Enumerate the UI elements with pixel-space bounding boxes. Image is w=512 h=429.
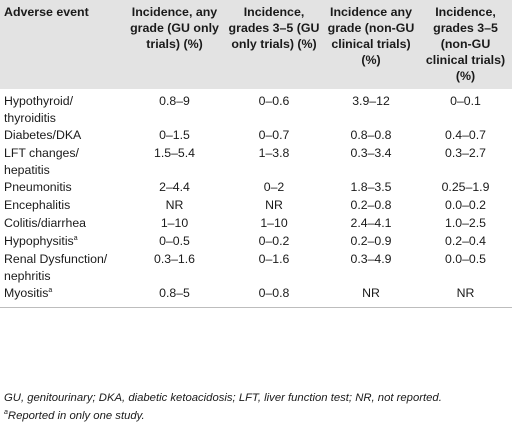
cell-adverse-event: Pneumonitis: [0, 179, 124, 197]
table-row: Myositisa 0.8–5 0–0.8 NR NR: [0, 285, 512, 308]
cell-c4: 0.2–0.4: [444, 234, 487, 248]
cell-c2: NR: [265, 198, 283, 212]
footnote-marker: a: [73, 234, 78, 242]
cell-adverse-event: Myositisa: [0, 285, 124, 308]
cell-c1: 0–0.5: [159, 234, 190, 248]
cell-c3: 0.3–3.4: [350, 146, 392, 160]
footnote-one-study-text: Reported in only one study.: [7, 410, 145, 422]
cell-c4: 0.4–0.7: [444, 128, 487, 142]
adverse-event-name: Renal Dysfunction/ nephritis: [4, 252, 108, 283]
cell-c3: 0.2–0.8: [350, 198, 392, 212]
cell-c2: 0–0.7: [258, 128, 290, 142]
cell-c1: 0–1.5: [159, 128, 190, 142]
table-row: Renal Dysfunction/ nephritis 0.3–1.6 0–1.6…: [0, 251, 512, 285]
table-row: Colitis/diarrhea 1–10 1–10 2.4–4.1 1.0–2.5: [0, 215, 512, 233]
header-row: Adverse event Incidence, any grade (GU o…: [0, 0, 512, 89]
cell-adverse-event: LFT changes/ hepatitis: [0, 145, 124, 179]
footnote-marker: a: [48, 286, 53, 294]
cell-c2: 0–0.2: [258, 234, 290, 248]
table-body: Hypothyroid/ thyroiditis 0.8–9 0–0.6 3.9–12…: [0, 89, 512, 308]
cell-c4: 0.0–0.5: [444, 252, 487, 266]
cell-c3: 3.9–12: [352, 94, 390, 108]
cell-c2: 1–3.8: [258, 146, 290, 160]
header-adverse-event: Adverse event: [4, 5, 89, 19]
adverse-event-table: Adverse event Incidence, any grade (GU o…: [0, 0, 512, 308]
cell-c4: 0.3–2.7: [444, 146, 487, 160]
cell-c4: 0.0–0.2: [444, 198, 487, 212]
cell-c3: 0.3–4.9: [350, 252, 392, 266]
cell-c2: 1–10: [260, 216, 288, 230]
cell-c3: 2.4–4.1: [350, 216, 392, 230]
adverse-event-name: LFT changes/ hepatitis: [4, 146, 79, 177]
adverse-event-name: Encephalitis: [4, 198, 71, 212]
footnote-one-study: aReported in only one study.: [4, 409, 145, 422]
adverse-event-name: Myositis: [4, 286, 49, 300]
cell-c2: 0–1.6: [258, 252, 290, 266]
cell-adverse-event: Encephalitis: [0, 197, 124, 215]
cell-c2: 0–2: [263, 180, 285, 194]
adverse-event-name: Diabetes/DKA: [4, 128, 82, 142]
header-gu-any-grade: Incidence, any grade (GU only trials) (%…: [130, 5, 219, 51]
cell-c2: 0–0.8: [225, 285, 323, 308]
footnote-marker: a: [4, 409, 8, 417]
cell-c1: 0.8–5: [124, 285, 225, 308]
table-row: Hypophysitisa 0–0.5 0–0.2 0.2–0.9 0.2–0.4: [0, 233, 512, 251]
adverse-event-name: Pneumonitis: [4, 180, 72, 194]
adverse-event-name: Hypophysitis: [4, 234, 74, 248]
cell-c1: 0.8–9: [159, 94, 190, 108]
cell-adverse-event: Colitis/diarrhea: [0, 215, 124, 233]
footnote-abbreviations: GU, genitourinary; DKA, diabetic ketoaci…: [4, 392, 442, 404]
cell-c3: 0.8–0.8: [350, 128, 392, 142]
cell-c1: NR: [165, 198, 184, 212]
table-row: Pneumonitis 2–4.4 0–2 1.8–3.5 0.25–1.9: [0, 179, 512, 197]
cell-adverse-event: Renal Dysfunction/ nephritis: [0, 251, 124, 285]
cell-c4: 0–0.1: [450, 94, 481, 108]
cell-adverse-event: Diabetes/DKA: [0, 127, 124, 145]
cell-c2: 0–0.6: [258, 94, 290, 108]
cell-c1: 2–4.4: [159, 180, 190, 194]
header-gu-grades-3-5: Incidence, grades 3–5 (GU only trials) (…: [228, 5, 320, 51]
table-header: Adverse event Incidence, any grade (GU o…: [0, 0, 512, 89]
cell-c4: 0.25–1.9: [441, 180, 490, 194]
cell-c3: 0.2–0.9: [350, 234, 392, 248]
cell-c1: 0.3–1.6: [153, 252, 196, 266]
table-row: Diabetes/DKA 0–1.5 0–0.7 0.8–0.8 0.4–0.7: [0, 127, 512, 145]
table-row: Encephalitis NR NR 0.2–0.8 0.0–0.2: [0, 197, 512, 215]
header-non-gu-grades-3-5: Incidence, grades 3–5 (non-GU clinical t…: [425, 5, 506, 83]
cell-c3: NR: [323, 285, 419, 308]
adverse-event-name: Colitis/diarrhea: [4, 216, 87, 230]
table-row: LFT changes/ hepatitis 1.5–5.4 1–3.8 0.3–3.…: [0, 145, 512, 179]
cell-c4: NR: [419, 285, 512, 308]
header-non-gu-any-grade: Incidence any grade (non-GU clinical tri…: [327, 5, 415, 67]
cell-adverse-event: Hypophysitisa: [0, 233, 124, 251]
cell-c1: 1.5–5.4: [153, 146, 196, 160]
cell-adverse-event: Hypothyroid/ thyroiditis: [0, 89, 124, 127]
adverse-event-name: Hypothyroid/ thyroiditis: [4, 94, 74, 125]
table-row: Hypothyroid/ thyroiditis 0.8–9 0–0.6 3.9–12…: [0, 89, 512, 127]
cell-c3: 1.8–3.5: [350, 180, 392, 194]
cell-c4: 1.0–2.5: [444, 216, 487, 230]
cell-c1: 1–10: [160, 216, 189, 230]
